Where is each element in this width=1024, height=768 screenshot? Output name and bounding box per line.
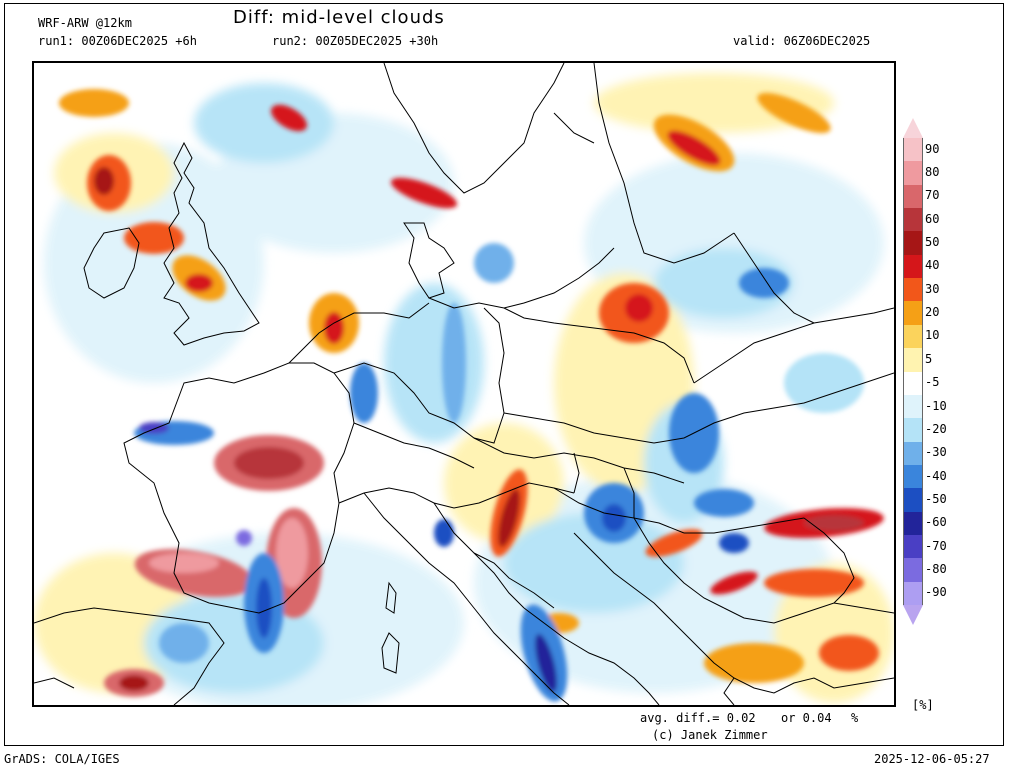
avg-diff-label: avg. diff.= 0.02 <box>640 711 756 725</box>
colorbar-segment <box>903 511 923 536</box>
colorbar-segment <box>903 464 923 489</box>
colorbar-segment <box>903 184 923 209</box>
colorbar-label: 60 <box>925 211 940 226</box>
model-label: WRF-ARW @12km <box>38 16 132 30</box>
colorbar-segment <box>903 254 923 279</box>
valid-label: valid: 06Z06DEC2025 <box>733 34 871 48</box>
colorbar-segment <box>903 301 923 326</box>
colorbar-segment <box>903 441 923 466</box>
timestamp-label: 2025-12-06-05:27 <box>874 752 990 766</box>
colorbar-label: -40 <box>925 468 947 483</box>
avg-diff-or-label: or 0.04 <box>781 711 832 725</box>
colorbar-label: 70 <box>925 188 940 203</box>
colorbar-label: -10 <box>925 398 947 413</box>
colorbar-segment <box>903 488 923 513</box>
colorbar-segment <box>903 581 923 606</box>
map-svg <box>34 63 894 705</box>
colorbar-segment <box>903 161 923 186</box>
colorbar-label: 80 <box>925 165 940 180</box>
colorbar-segment <box>903 348 923 372</box>
colorbar-label: 40 <box>925 258 940 273</box>
colorbar-label: -30 <box>925 445 947 460</box>
colorbar-segment <box>903 278 923 302</box>
colorbar-segment <box>903 534 923 559</box>
colorbar-label: 90 <box>925 141 940 156</box>
map-panel <box>32 61 896 707</box>
avg-diff-percent: % <box>851 711 859 725</box>
colorbar-label: 50 <box>925 235 940 250</box>
run1-label: run1: 00Z06DEC2025 +6h <box>38 34 197 48</box>
plot-frame <box>4 3 1004 746</box>
credit-label: (c) Janek Zimmer <box>652 728 768 742</box>
unit-label: [%] <box>912 698 934 712</box>
page-title: Diff: mid-level clouds <box>233 7 445 28</box>
colorbar-label: -20 <box>925 421 947 436</box>
colorbar-segment <box>903 138 923 162</box>
colorbar-top-arrow <box>903 118 923 138</box>
colorbar-segment <box>903 324 923 349</box>
colorbar-segment <box>903 371 923 396</box>
colorbar-segment <box>903 558 923 583</box>
colorbar-bottom-arrow <box>903 605 923 625</box>
colorbar-label: -5 <box>925 375 940 390</box>
colorbar <box>903 138 923 628</box>
colorbar-segment <box>903 208 923 232</box>
colorbar-label: 5 <box>925 351 933 366</box>
colorbar-label: -60 <box>925 515 947 530</box>
colorbar-label: 30 <box>925 281 940 296</box>
colorbar-label: 10 <box>925 328 940 343</box>
colorbar-label: 20 <box>925 305 940 320</box>
colorbar-label: -70 <box>925 538 947 553</box>
grads-label: GrADS: COLA/IGES <box>4 752 120 766</box>
colorbar-label: -90 <box>925 585 947 600</box>
colorbar-label: -50 <box>925 491 947 506</box>
colorbar-segment <box>903 231 923 256</box>
colorbar-label: -80 <box>925 561 947 576</box>
colorbar-segment <box>903 418 923 443</box>
run2-label: run2: 00Z05DEC2025 +30h <box>272 34 439 48</box>
colorbar-segment <box>903 394 923 419</box>
